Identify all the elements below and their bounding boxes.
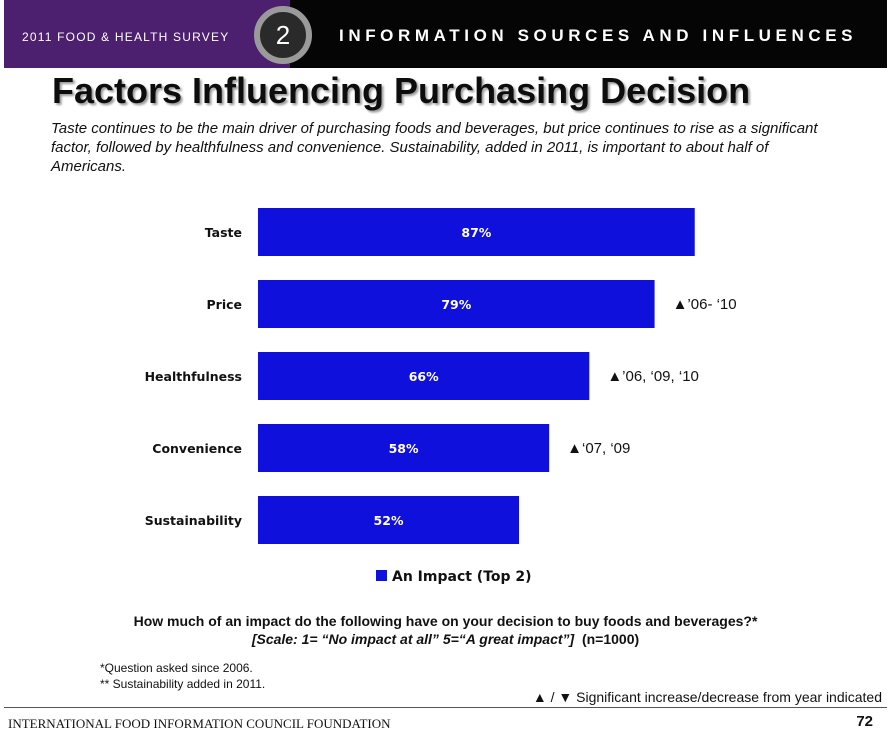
bar-healthfulness — [258, 352, 590, 400]
header-banner: 2011 FOOD & HEALTH SURVEY INFORMATION SO… — [4, 0, 887, 68]
data-label: 66% — [409, 369, 439, 384]
category-label: Convenience — [152, 441, 242, 456]
bar-taste — [258, 208, 695, 256]
data-label: 79% — [441, 297, 471, 312]
significance-annotation: ▲‘07, ‘09 — [567, 440, 630, 457]
header-right-panel: INFORMATION SOURCES AND INFLUENCES — [290, 0, 887, 68]
category-label: Taste — [205, 225, 242, 240]
category-label: Price — [207, 297, 243, 312]
bar-price — [258, 280, 655, 328]
page-number: 72 — [856, 713, 873, 730]
data-label: 52% — [374, 513, 404, 528]
section-number-badge: 2 — [254, 6, 312, 64]
significance-annotation: ▲’06- ‘10 — [673, 296, 737, 313]
section-title: INFORMATION SOURCES AND INFLUENCES — [339, 26, 858, 45]
significance-note: ▲ / ▼ Significant increase/decrease from… — [532, 689, 882, 705]
page-title: Factors Influencing Purchasing Decision — [52, 70, 751, 111]
footnote-2: ** Sustainability added in 2011. — [100, 677, 266, 691]
category-label: Sustainability — [145, 513, 242, 528]
sample-size: (n=1000) — [581, 631, 640, 647]
legend-swatch — [376, 570, 387, 581]
survey-question: How much of an impact do the following h… — [133, 613, 758, 629]
data-label: 58% — [389, 441, 419, 456]
bar-convenience — [258, 424, 550, 472]
survey-label: 2011 FOOD & HEALTH SURVEY — [22, 30, 230, 44]
scale-text: [Scale: 1= “No impact at all” 5=“A great… — [251, 631, 575, 647]
footer-organization: INTERNATIONAL FOOD INFORMATION COUNCIL F… — [8, 716, 391, 731]
data-label: 87% — [461, 225, 491, 240]
header-left-panel: 2011 FOOD & HEALTH SURVEY — [4, 0, 290, 68]
footnote-1: *Question asked since 2006. — [100, 661, 253, 675]
survey-scale: [Scale: 1= “No impact at all” 5=“A great… — [0, 631, 891, 647]
legend-label: An Impact (Top 2) — [392, 569, 532, 585]
page-subtitle: Taste continues to be the main driver of… — [51, 120, 818, 175]
footer-divider — [4, 707, 887, 708]
bar-sustainability — [258, 496, 520, 544]
significance-annotation: ▲’06, ‘09, ‘10 — [607, 368, 699, 385]
category-label: Healthfulness — [145, 369, 242, 384]
bar-chart: Taste 87% Price 79% ▲’06- ‘10 Healthfulness 66… — [145, 208, 737, 585]
